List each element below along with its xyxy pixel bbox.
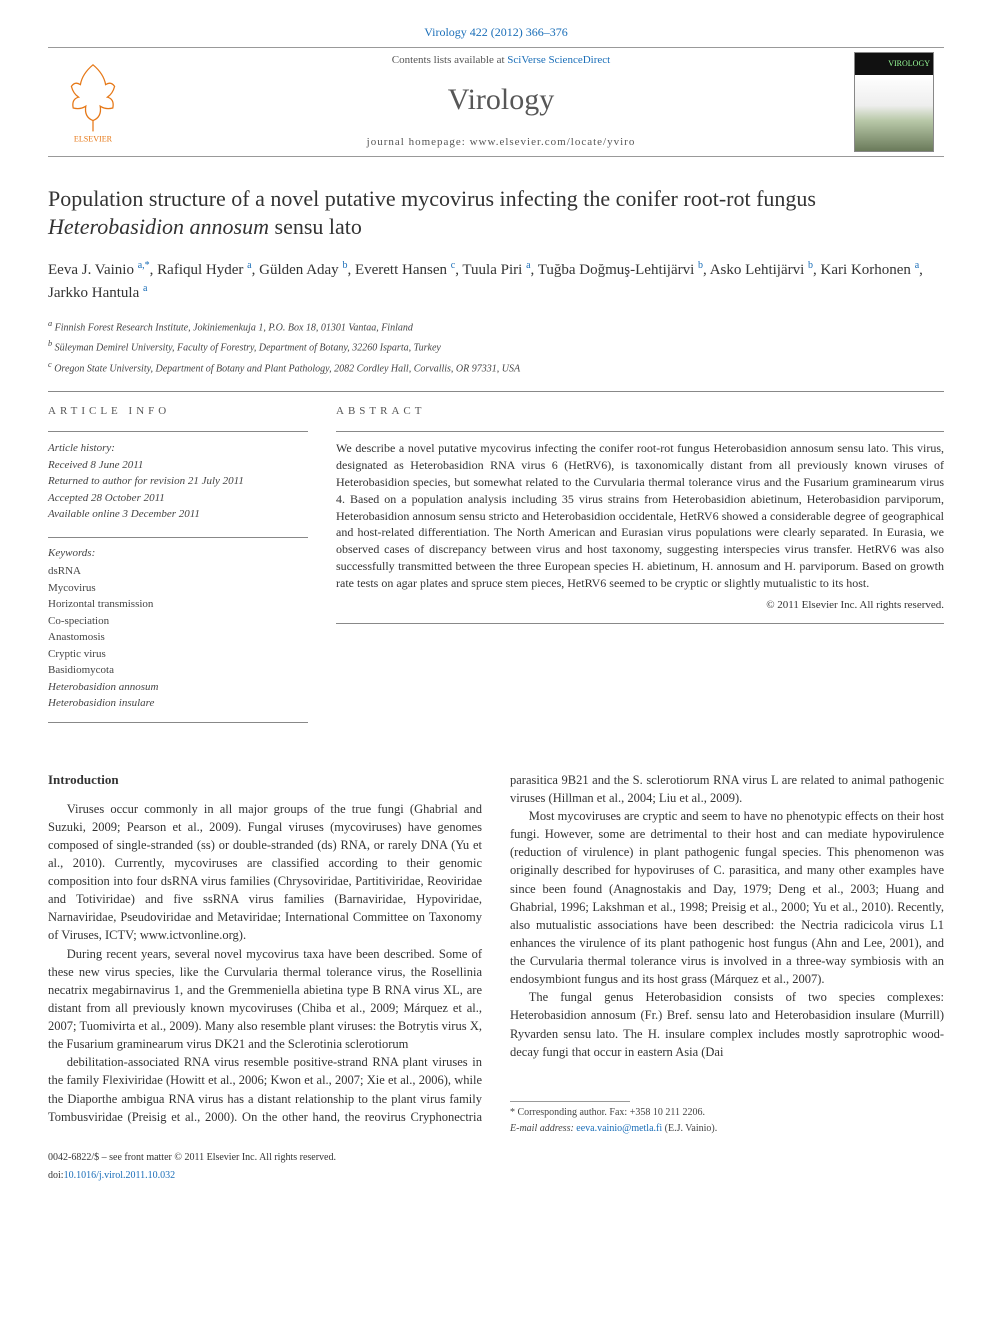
svg-text:ELSEVIER: ELSEVIER (74, 135, 113, 144)
keyword: dsRNA (48, 563, 308, 580)
footer-block: * Corresponding author. Fax: +358 10 211… (510, 1101, 944, 1137)
scidirect-link[interactable]: SciVerse ScienceDirect (507, 54, 610, 66)
contents-list-pre: Contents lists available at (392, 54, 507, 66)
cover-title: VIROLOGY (855, 53, 933, 75)
affiliation-ref[interactable]: a (915, 260, 919, 271)
affiliation-ref[interactable]: b (808, 260, 813, 271)
divider (48, 431, 308, 432)
issn-line: 0042-6822/$ – see front matter © 2011 El… (48, 1151, 944, 1165)
introduction-heading: Introduction (48, 771, 482, 790)
abstract-column: ABSTRACT We describe a novel putative my… (336, 404, 944, 712)
author: Everett Hansen c (355, 262, 455, 278)
journal-issue-link[interactable]: Virology 422 (2012) 366–376 (48, 24, 944, 41)
keyword: Co-speciation (48, 613, 308, 630)
homepage-pre: journal homepage: (367, 136, 470, 148)
author: Tuğba Doğmuş-Lehtijärvi b (538, 262, 703, 278)
divider (48, 537, 308, 538)
email-label: E-mail address: (510, 1123, 574, 1134)
homepage-url: www.elsevier.com/locate/yviro (470, 136, 636, 148)
author: Tuula Piri a (462, 262, 530, 278)
corresponding-author: * Corresponding author. Fax: +358 10 211… (510, 1106, 944, 1121)
email-line: E-mail address: eeva.vainio@metla.fi (E.… (510, 1122, 944, 1137)
title-part1: Population structure of a novel putative… (48, 186, 816, 211)
divider (336, 431, 944, 432)
keyword: Basidiomycota (48, 662, 308, 679)
elsevier-logo: ELSEVIER (48, 54, 148, 149)
article-title: Population structure of a novel putative… (48, 185, 944, 242)
journal-cover-thumb: VIROLOGY (854, 52, 934, 152)
affiliation-ref[interactable]: c (451, 260, 455, 271)
doi-label: doi: (48, 1170, 64, 1181)
journal-header: ELSEVIER Contents lists available at Sci… (48, 47, 944, 157)
corresponding-ref[interactable]: * (145, 260, 150, 271)
doi-link[interactable]: 10.1016/j.virol.2011.10.032 (64, 1170, 176, 1181)
affiliation: a Finnish Forest Research Institute, Jok… (48, 317, 944, 336)
history-label: Article history: (48, 440, 308, 457)
history-online: Available online 3 December 2011 (48, 506, 308, 523)
article-info-column: ARTICLE INFO Article history: Received 8… (48, 404, 308, 712)
journal-homepage: journal homepage: www.elsevier.com/locat… (148, 135, 854, 150)
affiliation-list: a Finnish Forest Research Institute, Jok… (48, 317, 944, 377)
keyword: Mycovirus (48, 580, 308, 597)
title-italic: Heterobasidion annosum (48, 214, 269, 239)
history-returned: Returned to author for revision 21 July … (48, 473, 308, 490)
affiliation-ref[interactable]: b (342, 260, 347, 271)
body-text: Introduction Viruses occur commonly in a… (48, 771, 944, 1137)
affiliation: c Oregon State University, Department of… (48, 358, 944, 377)
author: Asko Lehtijärvi b (710, 262, 813, 278)
keyword: Cryptic virus (48, 646, 308, 663)
journal-name: Virology (148, 79, 854, 121)
body-paragraph: During recent years, several novel mycov… (48, 945, 482, 1054)
affiliation: b Süleyman Demirel University, Faculty o… (48, 337, 944, 356)
author: Eeva J. Vainio a,* (48, 262, 150, 278)
article-history: Article history: Received 8 June 2011 Re… (48, 440, 308, 523)
body-paragraph: Viruses occur commonly in all major grou… (48, 800, 482, 945)
history-accepted: Accepted 28 October 2011 (48, 490, 308, 507)
affiliation-ref[interactable]: b (698, 260, 703, 271)
abstract-text: We describe a novel putative mycovirus i… (336, 440, 944, 591)
issn-doi-block: 0042-6822/$ – see front matter © 2011 El… (48, 1151, 944, 1183)
keywords-label: Keywords: (48, 546, 308, 561)
affiliation-ref[interactable]: a, (138, 260, 145, 271)
affiliation-ref[interactable]: a (247, 260, 251, 271)
keyword: Anastomosis (48, 629, 308, 646)
body-paragraph: Most mycoviruses are cryptic and seem to… (510, 807, 944, 988)
contents-list-line: Contents lists available at SciVerse Sci… (148, 53, 854, 68)
copyright: © 2011 Elsevier Inc. All rights reserved… (336, 598, 944, 613)
divider (48, 722, 308, 723)
affiliation-ref[interactable]: a (526, 260, 530, 271)
history-received: Received 8 June 2011 (48, 457, 308, 474)
keyword: Heterobasidion insulare (48, 695, 308, 712)
keyword: Heterobasidion annosum (48, 679, 308, 696)
author: Gülden Aday b (259, 262, 347, 278)
body-paragraph: The fungal genus Heterobasidion consists… (510, 988, 944, 1061)
title-part2: sensu lato (269, 214, 362, 239)
author-list: Eeva J. Vainio a,*, Rafiqul Hyder a, Gül… (48, 258, 944, 305)
author: Rafiqul Hyder a (157, 262, 251, 278)
divider (48, 391, 944, 392)
affiliation-ref[interactable]: a (143, 283, 147, 294)
author: Jarkko Hantula a (48, 285, 147, 301)
keyword: Horizontal transmission (48, 596, 308, 613)
abstract-label: ABSTRACT (336, 404, 944, 419)
divider (336, 623, 944, 624)
email-suffix: (E.J. Vainio). (662, 1123, 717, 1134)
article-info-label: ARTICLE INFO (48, 404, 308, 419)
keywords-list: dsRNAMycovirusHorizontal transmissionCo-… (48, 563, 308, 712)
corresponding-email-link[interactable]: eeva.vainio@metla.fi (576, 1123, 662, 1134)
author: Kari Korhonen a (821, 262, 920, 278)
